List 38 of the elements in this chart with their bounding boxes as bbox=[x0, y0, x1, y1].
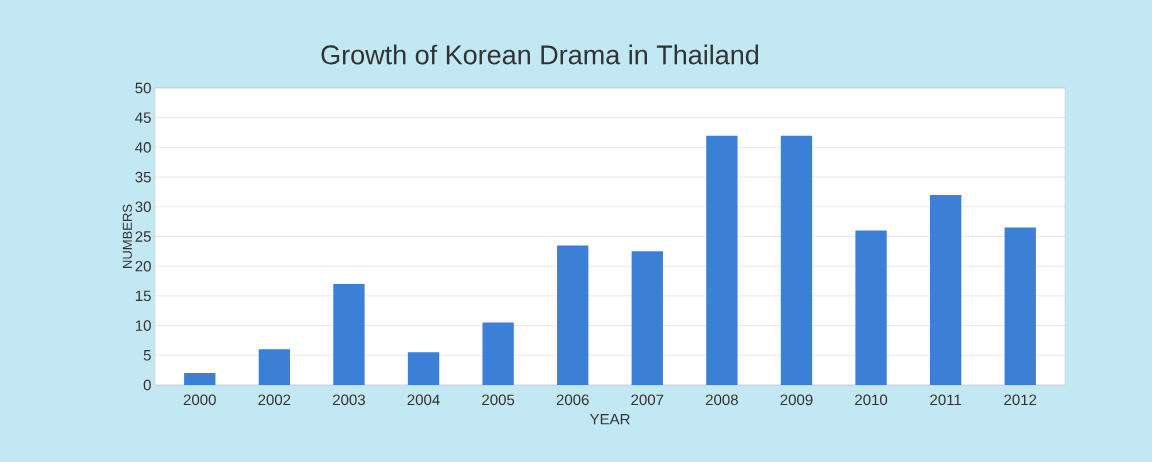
x-tick-label: 2003 bbox=[333, 394, 365, 406]
y-tick-label: 5 bbox=[143, 350, 151, 361]
bar bbox=[706, 135, 738, 385]
bar bbox=[557, 245, 589, 385]
x-tick-label: 2007 bbox=[631, 394, 664, 406]
y-tick-label: 0 bbox=[143, 379, 151, 391]
y-tick-label: 40 bbox=[135, 142, 151, 153]
x-tick-label: 2005 bbox=[482, 394, 515, 406]
y-tick-label: 15 bbox=[135, 290, 151, 302]
bar bbox=[631, 251, 663, 385]
bar bbox=[482, 322, 514, 385]
x-tick-label: 2004 bbox=[407, 394, 440, 406]
y-tick-label: 10 bbox=[135, 320, 151, 331]
bar bbox=[929, 194, 962, 385]
bar bbox=[184, 373, 216, 385]
bar bbox=[258, 349, 291, 385]
x-tick-label: 2010 bbox=[855, 394, 888, 406]
x-tick-label: 2006 bbox=[556, 394, 589, 406]
bar bbox=[780, 135, 813, 385]
chart-title: Growth of Korean Drama in Thailand bbox=[321, 44, 759, 65]
x-tick-label: 2008 bbox=[705, 394, 738, 406]
y-axis-title: NUMBERS bbox=[122, 204, 132, 268]
bar bbox=[333, 284, 365, 385]
y-tick-label: 50 bbox=[135, 82, 151, 94]
y-tick-label: 25 bbox=[135, 231, 151, 242]
x-tick-label: 2002 bbox=[258, 394, 291, 406]
x-tick-label: 2000 bbox=[183, 394, 216, 406]
x-tick-label: 2011 bbox=[930, 394, 962, 406]
bar bbox=[855, 230, 887, 385]
bar bbox=[407, 352, 440, 385]
y-tick-label: 35 bbox=[135, 171, 151, 183]
x-tick-label: 2009 bbox=[780, 394, 813, 406]
y-tick-label: 45 bbox=[135, 112, 151, 123]
y-tick-label: 30 bbox=[135, 201, 151, 213]
x-tick-label: 2012 bbox=[1004, 394, 1037, 406]
bar bbox=[1004, 227, 1036, 385]
y-tick-label: 20 bbox=[135, 260, 151, 272]
x-axis-title: YEAR bbox=[589, 414, 630, 425]
